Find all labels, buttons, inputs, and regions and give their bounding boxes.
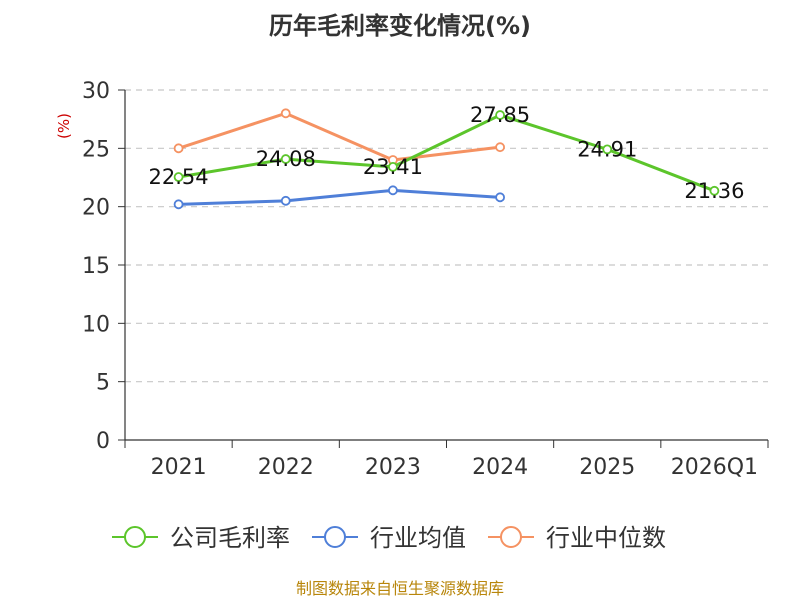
data-point (280, 195, 291, 206)
data-point (388, 185, 398, 196)
source-note: 制图数据来自恒生聚源数据库 (296, 579, 504, 598)
data-point (280, 154, 291, 164)
data-point (495, 192, 505, 203)
data-label: 24.91 (577, 137, 637, 161)
legend-label: 公司毛利率 (170, 524, 290, 552)
data-point (173, 199, 184, 210)
data-label: 24.08 (256, 147, 316, 171)
series-line (178, 188, 501, 206)
legend-swatch-marker (324, 526, 346, 548)
data-labels: 22.54 24.08 23.41 27.85 24.91 21.36 (149, 103, 745, 203)
data-point (173, 143, 184, 154)
y-tick-label: 5 (96, 371, 110, 396)
grid (125, 89, 768, 383)
chart-title: 历年毛利率变化情况(%) (269, 12, 531, 40)
data-label: 22.54 (149, 165, 209, 189)
data-point (280, 108, 291, 119)
legend-label: 行业中位数 (546, 524, 666, 552)
legend-swatch-marker (500, 526, 522, 548)
legend: 公司毛利率 行业均值 行业中位数 (112, 524, 666, 552)
y-tick-label: 25 (82, 137, 110, 162)
y-tick-label: 20 (82, 196, 110, 221)
data-point (709, 185, 720, 196)
x-tick-label: 2026Q1 (671, 455, 758, 480)
series-line (178, 113, 715, 193)
y-tick-label: 30 (82, 79, 110, 104)
x-tick-label: 2025 (579, 455, 635, 480)
data-point (602, 144, 613, 155)
y-axis-label: (%) (55, 113, 73, 139)
legend-label: 行业均值 (370, 524, 466, 552)
x-tick-label: 2024 (472, 455, 528, 480)
data-label: 27.85 (470, 103, 530, 127)
y-tick-label: 0 (96, 429, 110, 454)
series-line (178, 111, 501, 162)
series (173, 108, 720, 210)
data-label: 23.41 (363, 155, 423, 179)
y-tick-label: 10 (82, 312, 110, 337)
x-tick-label: 2023 (365, 455, 421, 480)
legend-swatch-marker (124, 526, 146, 548)
data-point (495, 142, 505, 153)
x-tick-label: 2021 (151, 455, 207, 480)
x-tick-label: 2022 (258, 455, 314, 480)
data-point (173, 172, 184, 182)
y-tick-label: 15 (82, 254, 110, 279)
data-point (495, 110, 505, 120)
data-label: 21.36 (684, 179, 744, 203)
data-point (388, 161, 398, 172)
